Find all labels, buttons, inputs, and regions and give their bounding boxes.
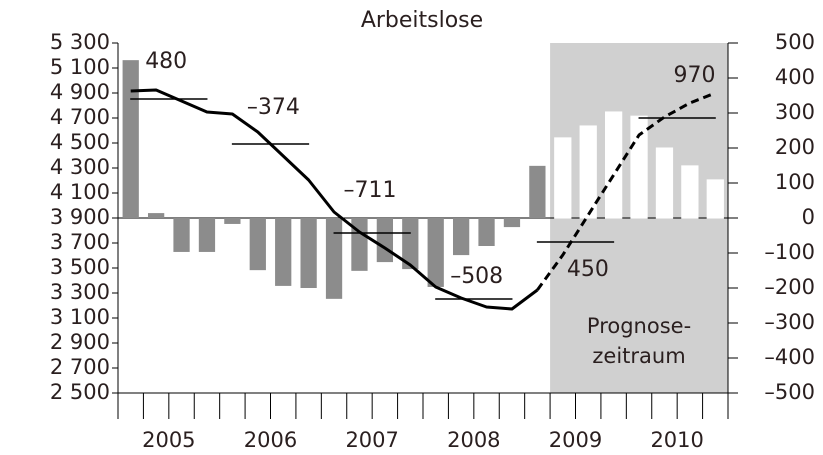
x-group-label: 2010 — [650, 428, 703, 452]
bar — [173, 218, 190, 252]
bar — [249, 218, 266, 271]
bar — [325, 218, 343, 299]
bar — [300, 218, 317, 288]
bar — [630, 115, 648, 219]
annual-change-label: 970 — [674, 63, 716, 88]
y-tick-label: 3 500 — [50, 255, 110, 279]
level-line — [536, 91, 716, 291]
bar — [478, 218, 495, 246]
bar — [351, 218, 368, 271]
bar — [376, 218, 394, 263]
y2-tick-label: 200 — [775, 135, 815, 159]
bar — [452, 218, 470, 256]
y-tick-label: 3 700 — [50, 230, 110, 254]
level-line — [130, 88, 539, 311]
x-group-label: 2005 — [142, 428, 195, 452]
y2-tick-label: 400 — [775, 65, 815, 89]
y-tick-label: 4 900 — [50, 80, 110, 104]
bar — [579, 125, 597, 219]
annual-change-label: 450 — [567, 257, 609, 282]
forecast-label: zeitraum — [592, 344, 685, 368]
y2-tick-label: –400 — [764, 345, 815, 369]
annual-change-label: –711 — [344, 178, 397, 203]
bar — [427, 218, 444, 287]
y2-tick-label: –100 — [764, 240, 815, 264]
y-tick-label: 4 100 — [50, 180, 110, 204]
bar — [681, 165, 699, 219]
y2-tick-label: 300 — [775, 100, 815, 124]
y-tick-label: 3 100 — [50, 305, 110, 329]
y2-tick-label: –200 — [764, 275, 815, 299]
y-tick-label: 2 700 — [50, 355, 110, 379]
y2-tick-label: 500 — [775, 30, 815, 54]
y2-tick-label: –300 — [764, 310, 815, 334]
y2-tick-label: –500 — [764, 380, 815, 404]
y-tick-label: 4 300 — [50, 155, 110, 179]
y-tick-label: 3 900 — [50, 205, 110, 229]
chart-title: Arbeitslose — [361, 8, 483, 33]
x-group-label: 2006 — [244, 428, 297, 452]
annual-change-label: –508 — [450, 264, 503, 289]
annual-change-label: 480 — [145, 49, 187, 74]
bar — [529, 165, 546, 218]
y-tick-label: 5 300 — [50, 30, 110, 54]
bar — [655, 147, 674, 219]
y2-tick-label: 100 — [775, 170, 815, 194]
forecast-label: Prognose- — [587, 314, 691, 338]
bar — [554, 137, 572, 219]
y2-tick-label: 0 — [802, 205, 815, 229]
annual-change-label: –374 — [247, 95, 300, 120]
y-tick-label: 2 900 — [50, 330, 110, 354]
y-tick-label: 2 500 — [50, 380, 110, 404]
y-tick-label: 4 500 — [50, 130, 110, 154]
bar — [122, 60, 139, 219]
y-tick-label: 5 100 — [50, 55, 110, 79]
bar — [503, 218, 521, 228]
bar — [224, 218, 241, 224]
y-tick-label: 3 300 — [50, 280, 110, 304]
x-group-label: 2009 — [549, 428, 602, 452]
y-tick-label: 4 700 — [50, 105, 110, 129]
bar — [402, 218, 419, 270]
x-group-label: 2007 — [345, 428, 398, 452]
bar — [275, 218, 292, 286]
bar — [706, 179, 724, 219]
x-group-label: 2008 — [447, 428, 500, 452]
bar — [147, 213, 165, 218]
bar — [198, 218, 216, 252]
